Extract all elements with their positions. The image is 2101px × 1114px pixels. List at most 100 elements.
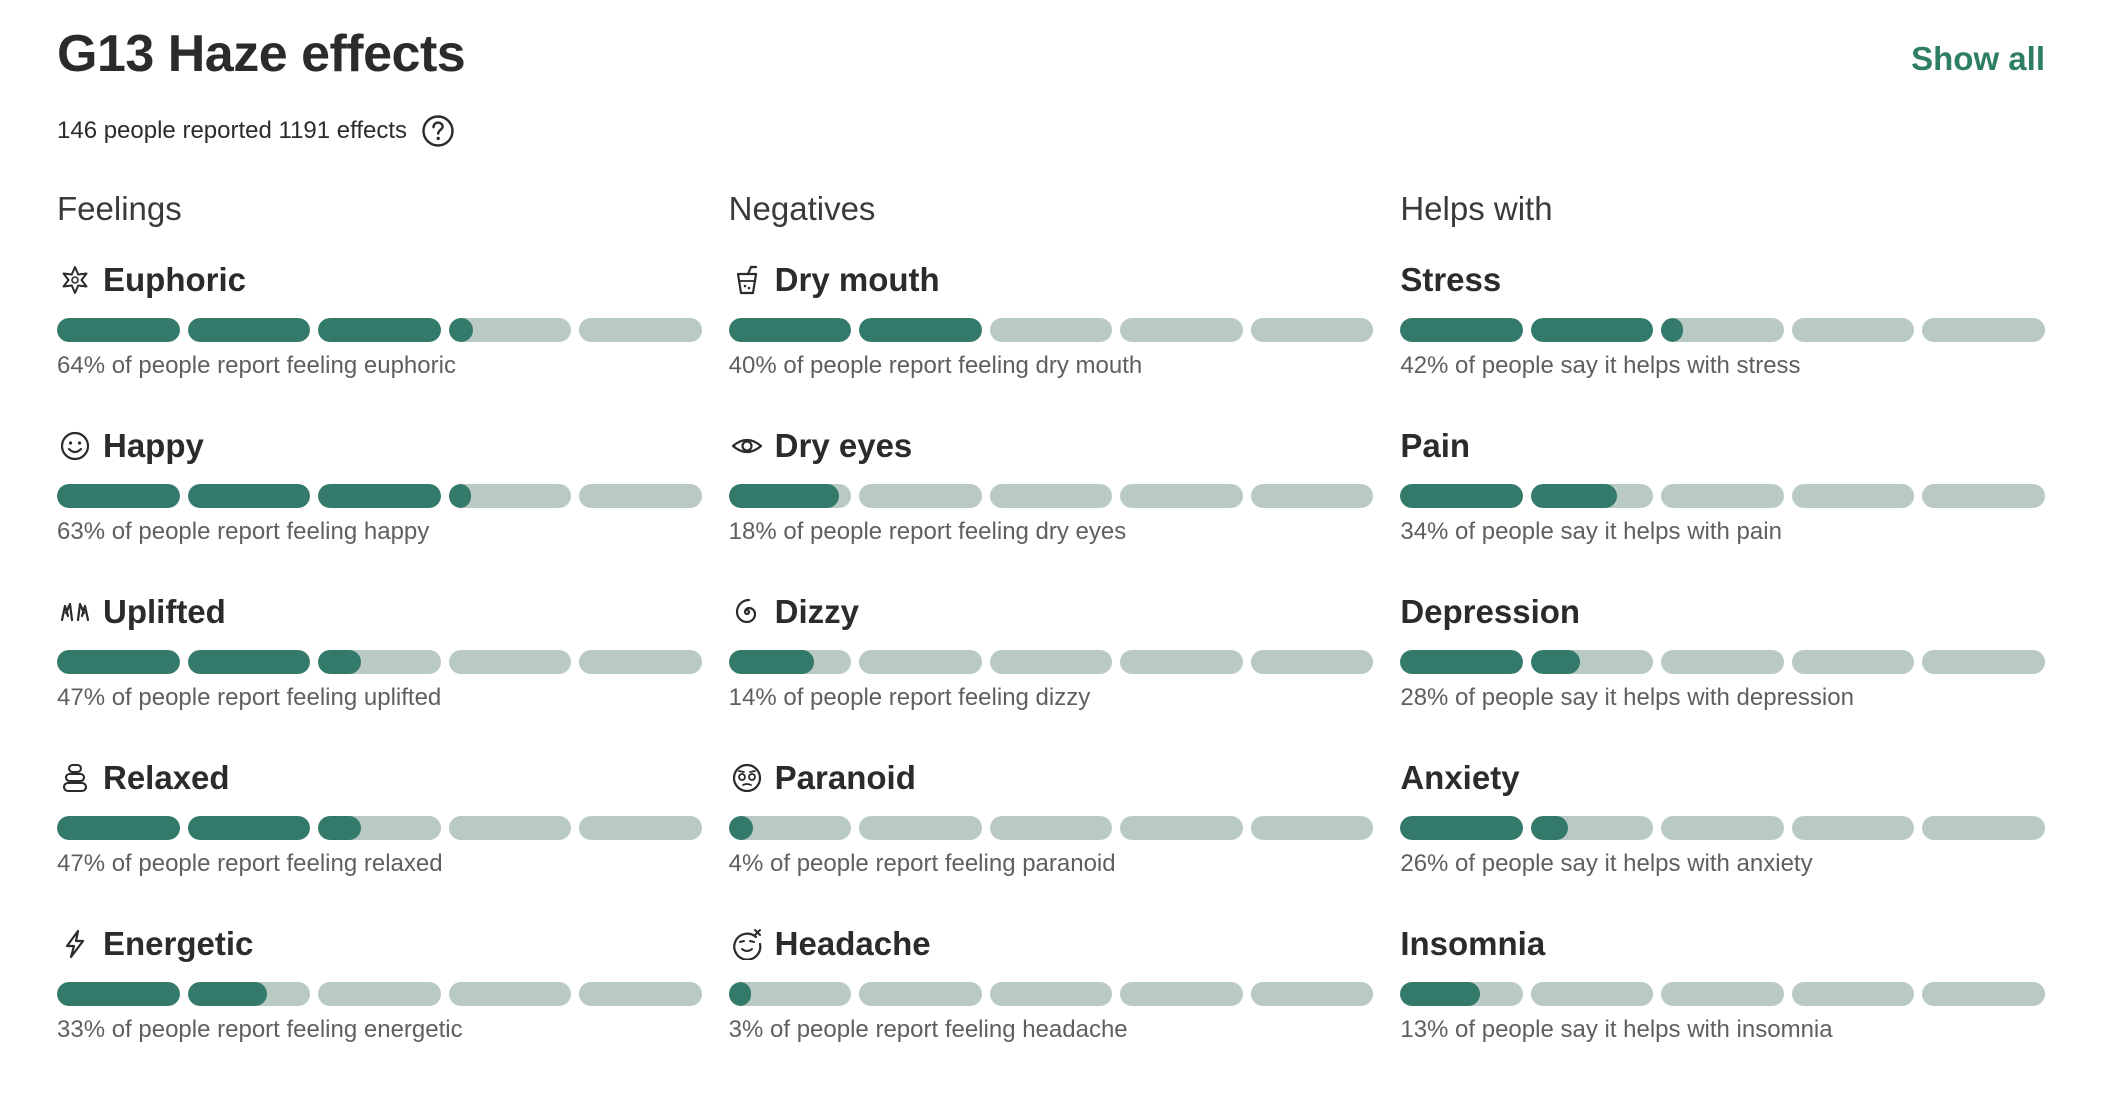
effect-header: Dry eyes: [729, 424, 1374, 468]
effect-item-headache: Headache 3% of people report feeling head…: [728, 922, 1374, 1088]
bar-segment: [448, 816, 572, 840]
effect-progress-bar: [57, 318, 702, 342]
bar-segment: [318, 982, 441, 1006]
bar-fill: [1530, 650, 1580, 674]
bar-segment: [318, 318, 441, 342]
bar-segment: [57, 318, 180, 342]
bar-segment: [57, 982, 180, 1006]
effect-name: Happy: [103, 427, 204, 464]
bar-fill: [318, 650, 361, 674]
effects-list: Euphoric 64% of people report feeling eup…: [57, 258, 702, 1088]
effect-name: Dizzy: [774, 593, 860, 630]
bar-fill: [728, 650, 815, 674]
effect-header: Happy: [57, 424, 702, 468]
bar-fill: [318, 484, 441, 508]
bar-fill: [1530, 318, 1654, 342]
bar-segment: [579, 982, 702, 1006]
spiral-icon: [729, 594, 765, 630]
effect-description: 34% of people say it helps with pain: [1400, 518, 1782, 545]
effect-name: Anxiety: [1400, 759, 1520, 796]
bar-segment: [1791, 650, 1915, 674]
effect-name: Euphoric: [103, 261, 247, 298]
page-title: G13 Haze effects: [57, 25, 466, 83]
bar-segment: [187, 318, 311, 342]
helps-with-column: Helps with Stress 42% of people say it he…: [1400, 186, 2045, 1088]
negatives-column: Negatives Dry mouth 40% of people report …: [728, 186, 1374, 1088]
bar-fill: [57, 484, 180, 508]
summary-text: 146 people reported 1191 effects: [57, 117, 408, 144]
effect-header: Dry mouth: [729, 258, 1374, 302]
effect-name: Dry mouth: [774, 261, 940, 298]
bar-fill: [57, 650, 180, 674]
show-all-link[interactable]: Show all: [1911, 40, 2045, 77]
bar-fill: [728, 816, 754, 840]
bar-segment: [859, 484, 982, 508]
bar-fill: [57, 982, 180, 1006]
bar-segment: [1400, 484, 1523, 508]
bar-segment: [1530, 484, 1654, 508]
stacked-stones-icon: [57, 760, 93, 796]
euphoric-star-icon: [57, 262, 93, 298]
column-heading: Feelings: [57, 190, 182, 227]
bar-segment: [1250, 318, 1374, 342]
bar-segment: [1530, 816, 1654, 840]
effects-list: Dry mouth 40% of people report feeling dr…: [728, 258, 1374, 1088]
bar-fill: [187, 318, 311, 342]
effect-progress-bar: [57, 982, 702, 1006]
bar-fill: [187, 484, 311, 508]
help-icon[interactable]: [421, 114, 455, 148]
bar-segment: [1530, 650, 1654, 674]
bar-segment: [1400, 318, 1523, 342]
effect-description: 26% of people say it helps with anxiety: [1400, 850, 1813, 877]
bar-segment: [1250, 982, 1374, 1006]
effect-progress-bar: [728, 318, 1374, 342]
bar-fill: [1400, 816, 1523, 840]
bar-segment: [1120, 318, 1243, 342]
bar-fill: [318, 816, 361, 840]
effect-header: Paranoid: [729, 756, 1374, 800]
effect-progress-bar: [57, 484, 702, 508]
effect-description: 47% of people report feeling uplifted: [57, 684, 442, 711]
bar-segment: [1791, 484, 1915, 508]
bar-segment: [989, 318, 1113, 342]
effect-description: 3% of people report feeling headache: [728, 1016, 1128, 1043]
bar-segment: [989, 650, 1113, 674]
bar-segment: [1250, 650, 1374, 674]
bar-segment: [579, 816, 702, 840]
effect-header: Headache: [729, 922, 1374, 966]
bar-segment: [859, 982, 982, 1006]
bar-fill: [728, 982, 751, 1006]
effect-name: Uplifted: [103, 593, 226, 630]
bar-segment: [318, 650, 441, 674]
bar-segment: [1661, 816, 1784, 840]
effect-progress-bar: [728, 982, 1374, 1006]
bar-segment: [579, 650, 702, 674]
effect-progress-bar: [1400, 318, 2045, 342]
bar-segment: [1400, 982, 1523, 1006]
bar-segment: [859, 318, 982, 342]
effect-progress-bar: [1400, 982, 2045, 1006]
effect-header: Energetic: [57, 922, 702, 966]
effect-item-insomnia: Insomnia 13% of people say it helps with …: [1400, 922, 2045, 1088]
bar-segment: [57, 484, 180, 508]
effect-name: Pain: [1400, 427, 1471, 464]
bar-segment: [1120, 650, 1243, 674]
effect-item-dry-mouth: Dry mouth 40% of people report feeling dr…: [728, 258, 1374, 424]
effect-header: Insomnia: [1400, 922, 2045, 966]
effect-description: 14% of people report feeling dizzy: [728, 684, 1091, 711]
bar-segment: [728, 318, 852, 342]
effect-description: 18% of people report feeling dry eyes: [728, 518, 1127, 545]
column-heading: Helps with: [1400, 190, 1553, 227]
effect-name: Headache: [774, 925, 931, 962]
effect-name: Stress: [1400, 261, 1502, 298]
bar-segment: [1530, 982, 1654, 1006]
effect-name: Relaxed: [103, 759, 230, 796]
raised-hands-icon: [57, 594, 93, 630]
bar-segment: [1922, 816, 2045, 840]
bar-segment: [318, 484, 441, 508]
bar-segment: [1400, 816, 1523, 840]
effect-item-dry-eyes: Dry eyes 18% of people report feeling dry…: [728, 424, 1374, 590]
bar-segment: [728, 484, 852, 508]
bar-segment: [859, 650, 982, 674]
effect-progress-bar: [57, 650, 702, 674]
